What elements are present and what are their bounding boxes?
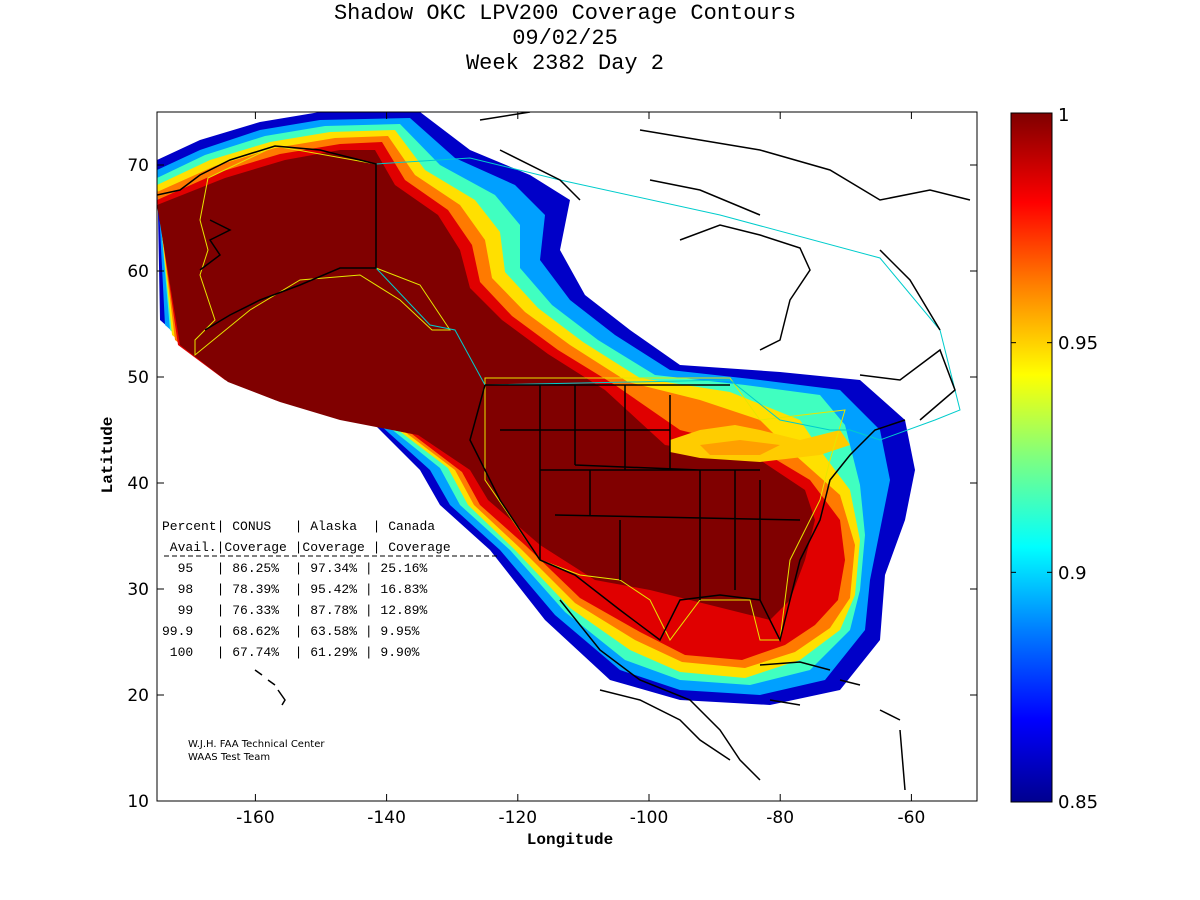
geographic-boundaries (157, 112, 971, 791)
table-row: 100 | 67.74% | 61.29% | 9.90% (162, 645, 420, 660)
conus-region-boundary (484, 377, 846, 641)
colorbar-ticks (1011, 112, 1052, 803)
canada-region-boundary (375, 157, 961, 441)
contour-great-lakes-inner (700, 440, 780, 455)
x-tick-label: -120 (499, 808, 538, 828)
plot-frame (156, 111, 978, 802)
table-row: 99 | 76.33% | 87.78% | 12.89% (162, 603, 427, 618)
y-tick-label: 10 (127, 792, 149, 812)
x-axis-ticks: -160 -140 -120 -100 -80 -60 (236, 112, 925, 828)
hawaii-islands (254, 669, 286, 706)
y-tick-label: 30 (127, 580, 149, 600)
colorbar-label-090: 0.9 (1058, 563, 1087, 584)
y-tick-label: 60 (127, 262, 149, 282)
y-axis-title: Latitude (99, 417, 117, 494)
x-tick-label: -60 (898, 808, 926, 828)
y-tick-label: 50 (127, 368, 149, 388)
chart-title-line1: Shadow OKC LPV200 Coverage Contours (333, 1, 797, 26)
colorbar-label-max: 1 (1058, 105, 1069, 126)
table-header-1: Percent| CONUS | Alaska | Canada (162, 519, 435, 534)
alaska-coastline (157, 145, 377, 331)
credit-line-2: WAAS Test Team (188, 752, 270, 763)
central-america-coastline (559, 599, 801, 781)
table-row: 99.9 | 68.62% | 63.58% | 9.95% (162, 624, 420, 639)
colorbar-label-min: 0.85 (1058, 792, 1098, 813)
chart-title-line2: 09/02/25 (512, 26, 618, 51)
caribbean-islands (759, 661, 906, 791)
coverage-contours (157, 112, 915, 705)
y-axis-ticks: 10 20 30 40 50 60 70 (127, 156, 977, 812)
canada-coastline (479, 112, 971, 421)
y-tick-label: 20 (127, 686, 149, 706)
y-tick-label: 40 (127, 474, 149, 494)
us-state-lines (485, 384, 801, 600)
colorbar (1010, 112, 1053, 803)
x-tick-label: -80 (766, 808, 794, 828)
table-header-2: Avail.|Coverage |Coverage | Coverage (162, 540, 451, 555)
y-tick-label: 70 (127, 156, 149, 176)
table-row: 98 | 78.39% | 95.42% | 16.83% (162, 582, 427, 597)
credit-line-1: W.J.H. FAA Technical Center (188, 739, 325, 750)
x-tick-label: -140 (367, 808, 406, 828)
north-america-coastline (469, 384, 906, 643)
table-row: 95 | 86.25% | 97.34% | 25.16% (162, 561, 427, 576)
colorbar-label-095: 0.95 (1058, 333, 1098, 354)
chart-title-line3: Week 2382 Day 2 (465, 51, 665, 76)
x-tick-label: -160 (236, 808, 275, 828)
coverage-table: Percent| CONUS | Alaska | Canada Avail.|… (162, 519, 500, 660)
x-tick-label: -100 (630, 808, 669, 828)
x-axis-title: Longitude (527, 831, 613, 849)
